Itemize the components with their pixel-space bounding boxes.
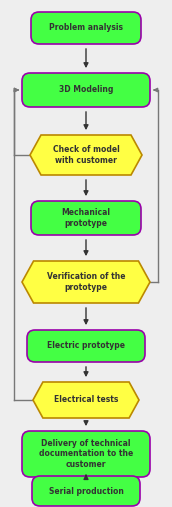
FancyBboxPatch shape xyxy=(31,12,141,44)
Text: 3D Modeling: 3D Modeling xyxy=(59,86,113,94)
Text: Verification of the
prototype: Verification of the prototype xyxy=(47,272,125,292)
Polygon shape xyxy=(33,382,139,418)
Text: Mechanical
prototype: Mechanical prototype xyxy=(62,208,110,228)
Polygon shape xyxy=(30,135,142,175)
Text: Problem analysis: Problem analysis xyxy=(49,23,123,32)
Text: Delivery of technical
documentation to the
customer: Delivery of technical documentation to t… xyxy=(39,439,133,469)
FancyBboxPatch shape xyxy=(27,330,145,362)
FancyBboxPatch shape xyxy=(22,73,150,107)
Text: Check of model
with customer: Check of model with customer xyxy=(53,146,119,165)
Text: Electrical tests: Electrical tests xyxy=(54,395,118,405)
Text: Serial production: Serial production xyxy=(49,487,123,495)
FancyBboxPatch shape xyxy=(22,431,150,477)
FancyBboxPatch shape xyxy=(31,201,141,235)
Text: Electric prototype: Electric prototype xyxy=(47,342,125,350)
FancyBboxPatch shape xyxy=(32,476,140,506)
Polygon shape xyxy=(22,261,150,303)
